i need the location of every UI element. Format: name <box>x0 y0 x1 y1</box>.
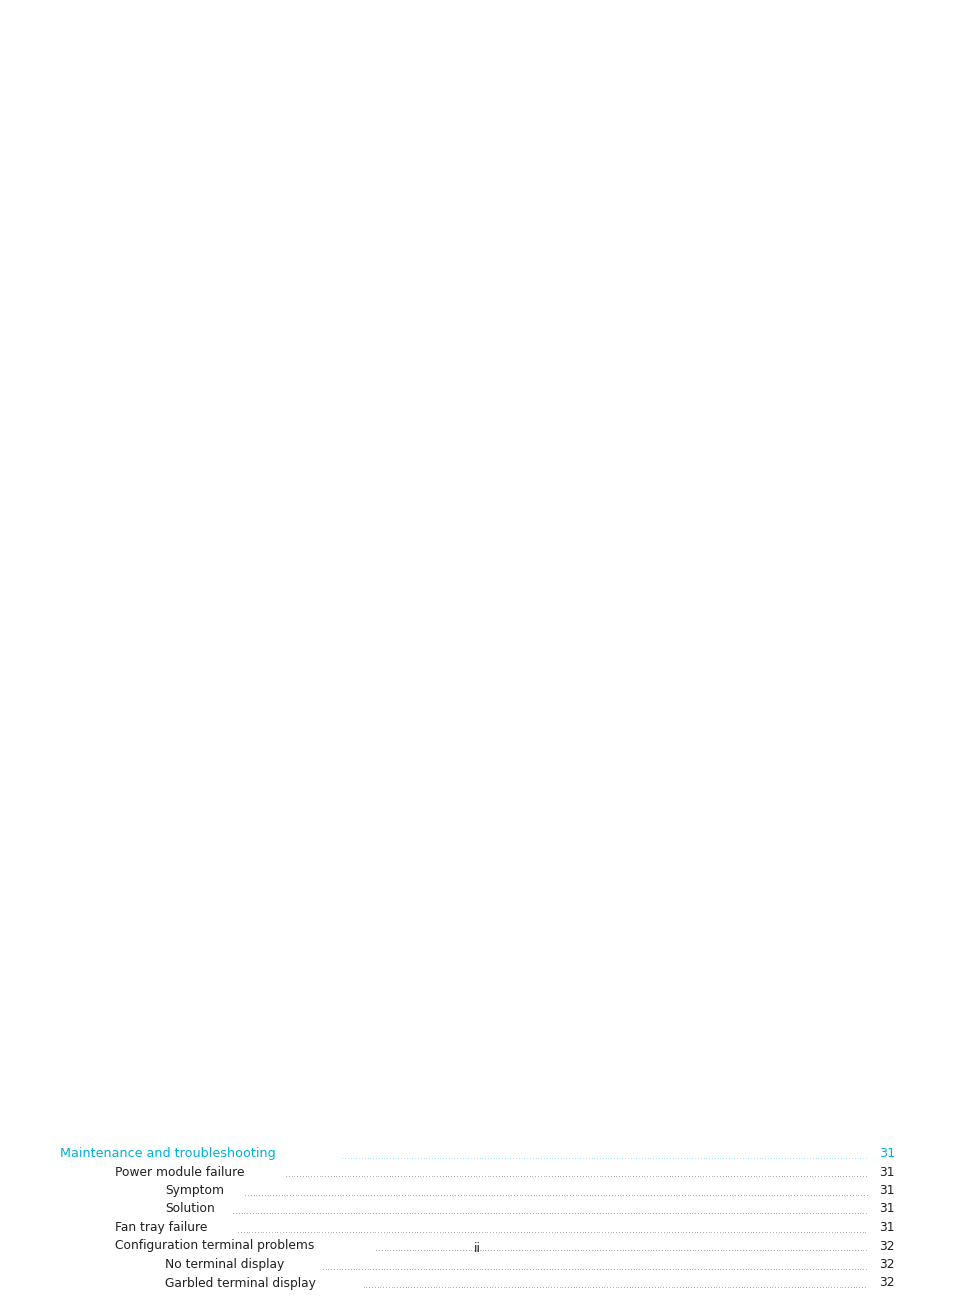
Text: Power module failure: Power module failure <box>115 1165 244 1178</box>
Text: Symptom: Symptom <box>165 1185 224 1198</box>
Text: 31: 31 <box>878 1147 894 1160</box>
Text: Maintenance and troubleshooting: Maintenance and troubleshooting <box>60 1147 275 1160</box>
Text: 32: 32 <box>879 1277 894 1290</box>
Text: 31: 31 <box>879 1203 894 1216</box>
Text: Fan tray failure: Fan tray failure <box>115 1221 207 1234</box>
Text: Configuration terminal problems: Configuration terminal problems <box>115 1239 314 1252</box>
Text: 31: 31 <box>879 1221 894 1234</box>
Text: Solution: Solution <box>165 1203 214 1216</box>
Text: 31: 31 <box>879 1165 894 1178</box>
Text: 31: 31 <box>879 1185 894 1198</box>
Text: 32: 32 <box>879 1239 894 1252</box>
Text: 32: 32 <box>879 1258 894 1271</box>
Text: No terminal display: No terminal display <box>165 1258 284 1271</box>
Text: Garbled terminal display: Garbled terminal display <box>165 1277 315 1290</box>
Text: ii: ii <box>473 1242 480 1255</box>
